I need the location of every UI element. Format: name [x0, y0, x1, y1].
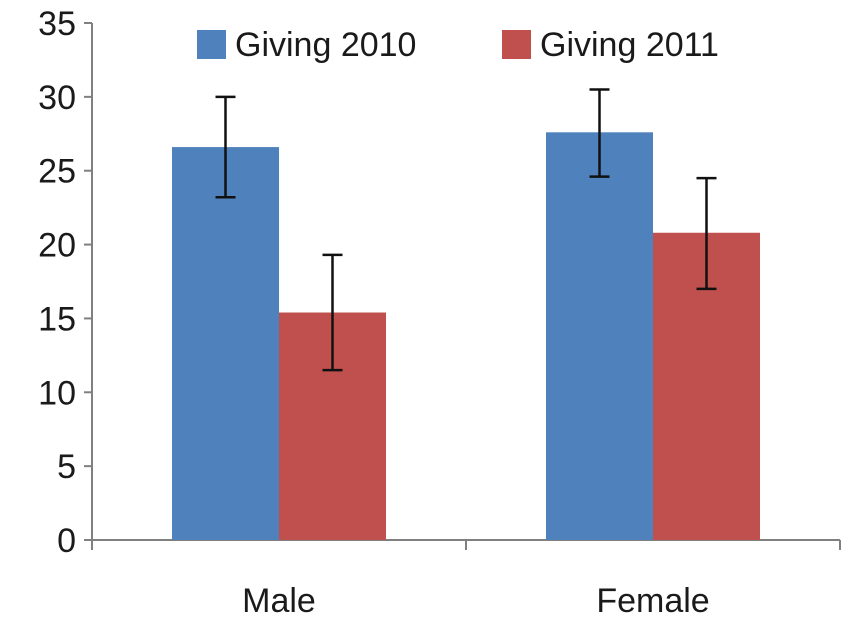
- y-tick-label: 35: [38, 5, 76, 43]
- legend-item: Giving 2010: [197, 26, 416, 64]
- error-bar: [696, 176, 717, 291]
- error-bar: [589, 88, 610, 178]
- category-labels: Male Female: [242, 582, 710, 620]
- y-tick-label: 15: [38, 300, 76, 338]
- bar-female-giving-2010: [546, 132, 653, 540]
- y-tick-label: 0: [57, 522, 76, 560]
- y-tick-label: 5: [57, 448, 76, 486]
- error-bar: [322, 253, 343, 372]
- y-axis: 0 5 10 15 20 25 30 35: [38, 5, 93, 560]
- category-label: Male: [242, 582, 316, 620]
- y-tick-label: 30: [38, 79, 76, 117]
- error-bar: [215, 95, 236, 199]
- legend: Giving 2010 Giving 2011: [197, 26, 719, 64]
- legend-label: Giving 2010: [235, 26, 416, 64]
- bars: [172, 132, 760, 541]
- legend-swatch: [502, 30, 531, 59]
- bar-male-giving-2010: [172, 147, 279, 540]
- legend-item: Giving 2011: [502, 26, 719, 64]
- y-tick-label: 20: [38, 227, 76, 265]
- x-axis: [91, 539, 841, 550]
- legend-swatch: [197, 30, 226, 59]
- error-bars: [215, 88, 717, 372]
- y-tick-label: 10: [38, 374, 76, 412]
- legend-label: Giving 2011: [540, 26, 719, 64]
- category-label: Female: [596, 582, 709, 620]
- y-tick-label: 25: [38, 153, 76, 191]
